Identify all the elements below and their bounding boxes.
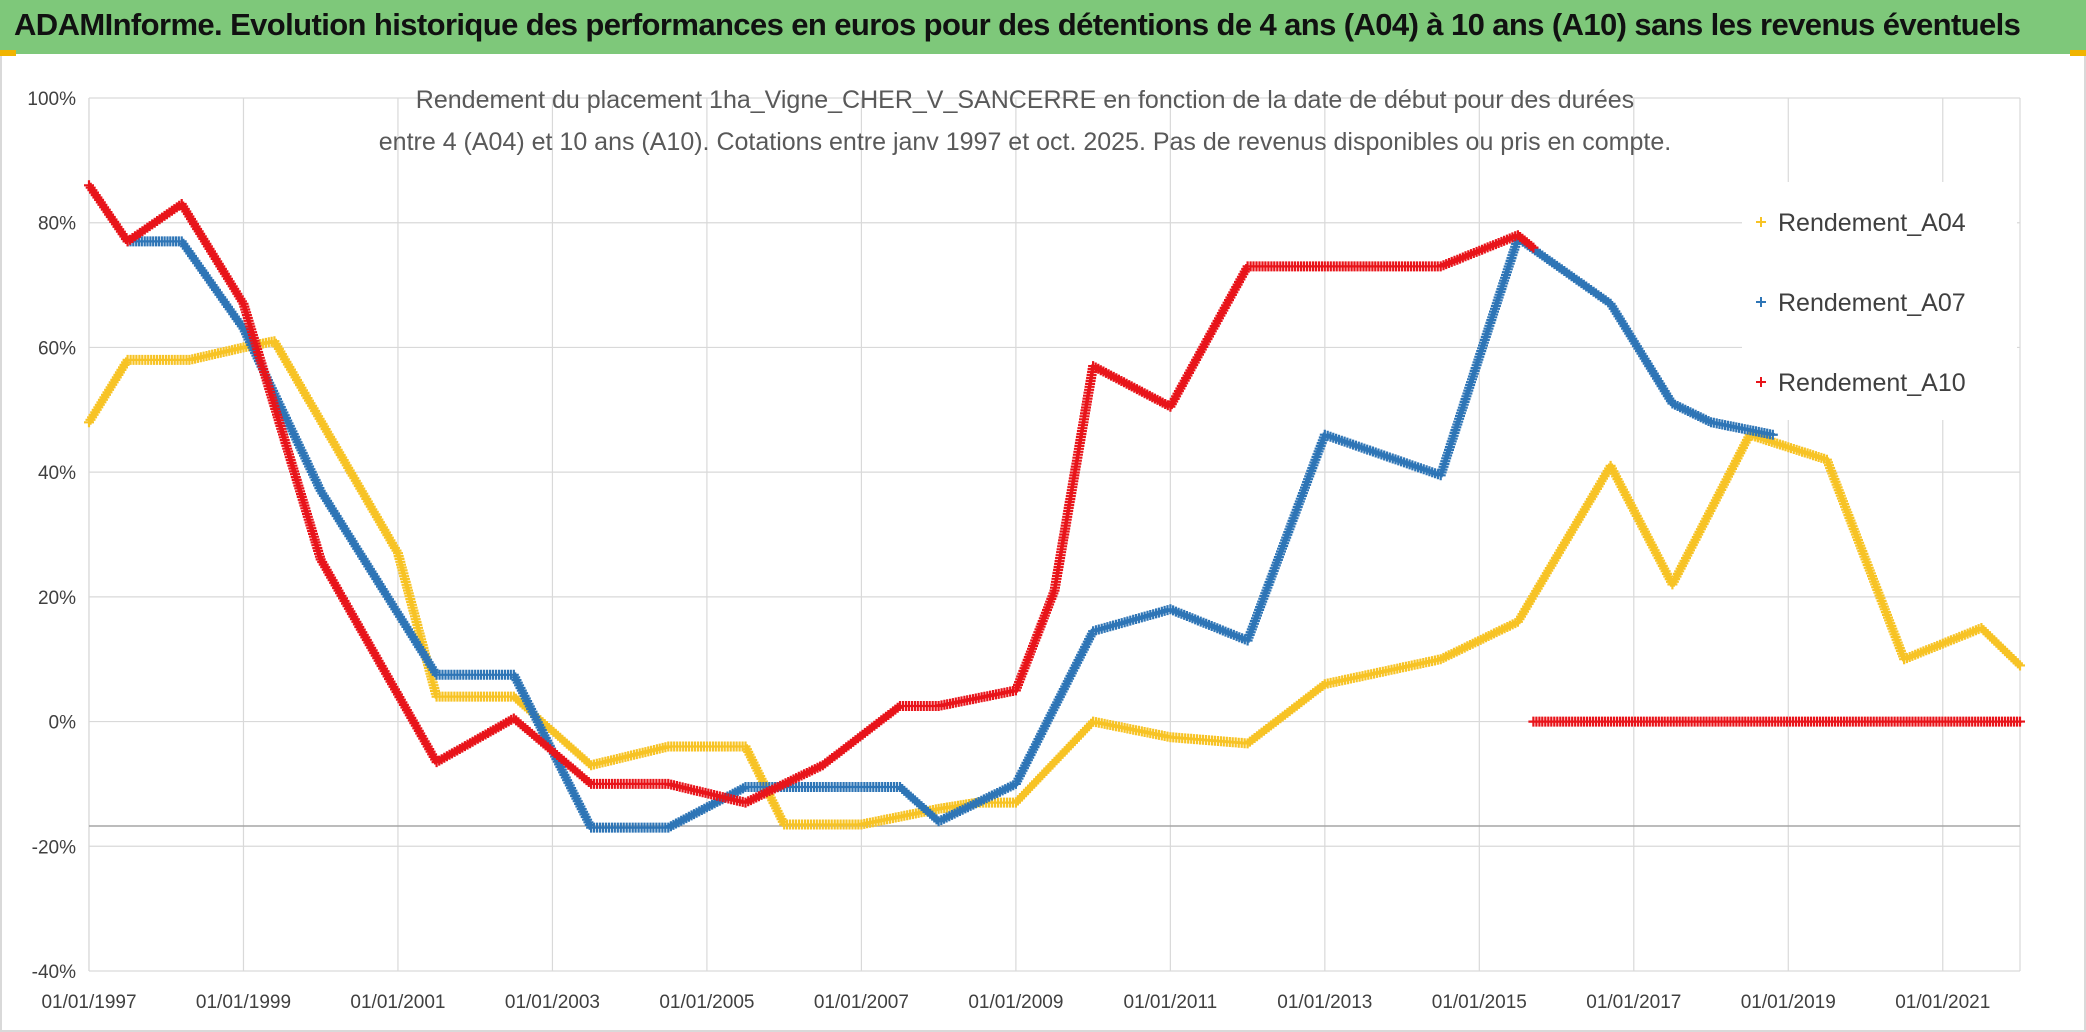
x-tick-label: 01/01/2003 [505, 992, 600, 1013]
series-Rendement_A07 [122, 233, 1778, 833]
x-tick-label: 01/01/2011 [1124, 992, 1218, 1013]
legend-item: Rendement_A04 [1756, 209, 1966, 237]
x-tick-label: 01/01/2015 [1432, 992, 1527, 1013]
corner-marker-right [2070, 50, 2086, 56]
data-series [84, 180, 2025, 833]
x-tick-label: 01/01/2007 [814, 992, 909, 1013]
x-tick-label: 01/01/2009 [968, 992, 1063, 1013]
legend-marker-icon [1756, 217, 1766, 227]
y-tick-label: 0% [49, 713, 77, 734]
corner-marker-left [0, 50, 16, 56]
banner-title: ADAMInforme. Evolution historique des pe… [14, 7, 2021, 42]
y-tick-label: 100% [27, 89, 76, 110]
legend-label: Rendement_A04 [1778, 209, 1966, 237]
x-tick-label: 01/01/2017 [1586, 992, 1681, 1013]
series-markers [84, 180, 2025, 808]
y-tick-label: 80% [38, 214, 76, 235]
legend-item: Rendement_A10 [1756, 369, 1966, 397]
y-tick-label: 60% [38, 338, 76, 359]
chart-title: Rendement du placement 1ha_Vigne_CHER_V_… [379, 86, 1671, 156]
x-axis-ticks: 01/01/1997 01/01/1999 01/01/2001 01/01/2003… [41, 992, 1990, 1013]
legend-marker-icon [1756, 377, 1766, 387]
x-tick-label: 01/01/2013 [1277, 992, 1372, 1013]
x-tick-label: 01/01/1997 [41, 992, 136, 1013]
chart-title-line-2: entre 4 (A04) et 10 ans (A10). Cotations… [379, 128, 1671, 156]
y-tick-label: 40% [38, 463, 76, 484]
x-tick-label: 01/01/2005 [659, 992, 754, 1013]
y-tick-label: -40% [32, 962, 76, 983]
series-Rendement_A10 [84, 180, 2025, 808]
x-tick-label: 01/01/1999 [196, 992, 291, 1013]
legend: Rendement_A04 Rendement_A07 Rendement_A10 [1742, 182, 2017, 420]
x-tick-label: 01/01/2019 [1741, 992, 1836, 1013]
report-banner: ADAMInforme. Evolution historique des pe… [0, 0, 2086, 54]
series-markers [122, 233, 1778, 833]
y-axis-ticks: 100% 80% 60% 40% 20% 0% -20% -40% [27, 89, 76, 983]
x-tick-label: 01/01/2021 [1895, 992, 1990, 1013]
chart-title-line-1: Rendement du placement 1ha_Vigne_CHER_V_… [416, 86, 1634, 114]
legend-label: Rendement_A07 [1778, 289, 1966, 317]
legend-marker-icon [1756, 297, 1766, 307]
grid-lines [88, 97, 2021, 972]
y-tick-label: 20% [38, 588, 76, 609]
x-tick-label: 01/01/2001 [350, 992, 445, 1013]
legend-item: Rendement_A07 [1756, 289, 1966, 317]
y-tick-label: -20% [32, 837, 76, 858]
legend-label: Rendement_A10 [1778, 369, 1966, 397]
legend-background [1742, 182, 2017, 420]
